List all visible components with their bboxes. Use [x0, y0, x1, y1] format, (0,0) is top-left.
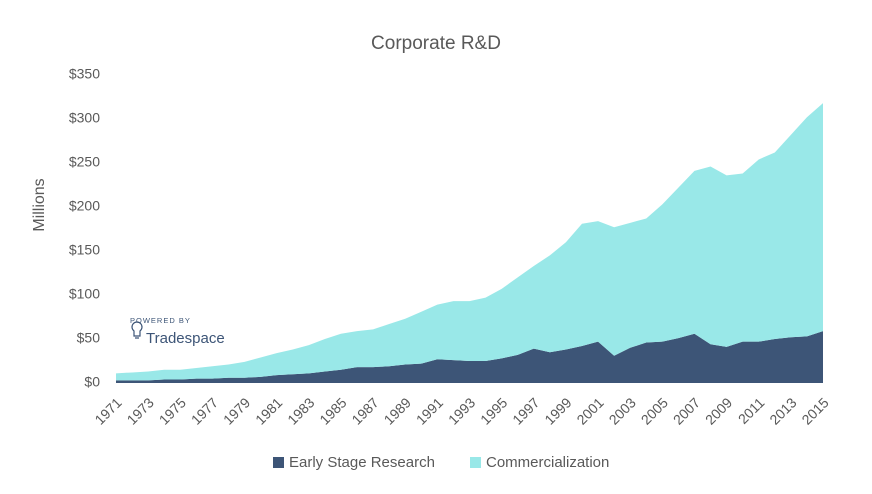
- y-tick-label: $100: [69, 286, 100, 302]
- x-tick-label: 1995: [477, 394, 510, 427]
- x-tick-label: 1973: [124, 394, 157, 427]
- x-tick-label: 1979: [220, 394, 253, 427]
- legend-label: Early Stage Research: [289, 454, 435, 471]
- legend-label: Commercialization: [486, 454, 609, 471]
- x-tick-label: 1975: [156, 394, 189, 427]
- y-tick-label: $300: [69, 110, 100, 126]
- x-tick-label: 1997: [509, 394, 542, 427]
- x-tick-label: 2001: [573, 394, 606, 427]
- x-tick-label: 1981: [252, 394, 285, 427]
- y-tick-label: $350: [69, 66, 100, 82]
- area: [116, 331, 823, 383]
- x-tick-label: 2015: [798, 394, 831, 427]
- legend-swatch: [273, 457, 284, 468]
- area: [116, 103, 823, 381]
- x-tick-label: 1987: [348, 394, 381, 427]
- x-tick-label: 1993: [445, 394, 478, 427]
- x-tick-label: 1983: [284, 394, 317, 427]
- watermark-icon: [131, 321, 143, 339]
- x-tick-label: 2013: [766, 394, 799, 427]
- x-tick-label: 1999: [541, 394, 574, 427]
- x-tick-label: 2011: [735, 394, 768, 427]
- x-tick-label: 1985: [316, 394, 349, 427]
- y-tick-label: $200: [69, 198, 100, 214]
- y-tick-label: $0: [84, 374, 100, 390]
- watermark-caption: POWERED BY: [130, 316, 191, 325]
- x-tick-label: 2007: [670, 394, 703, 427]
- x-tick-label: 2005: [638, 394, 671, 427]
- chart-title: Corporate R&D: [371, 33, 501, 54]
- x-tick-label: 1989: [381, 394, 414, 427]
- x-tick-label: 1991: [413, 394, 446, 427]
- y-tick-label: $50: [77, 330, 101, 346]
- watermark-brand: Tradespace: [146, 330, 225, 347]
- legend-swatch: [470, 457, 481, 468]
- y-axis-label: Millions: [31, 178, 48, 231]
- x-tick-label: 2009: [702, 394, 735, 427]
- y-tick-label: $150: [69, 242, 100, 258]
- x-tick-label: 1971: [91, 394, 124, 427]
- y-tick-label: $250: [69, 154, 100, 170]
- x-tick-label: 2003: [606, 394, 639, 427]
- x-tick-label: 1977: [188, 394, 221, 427]
